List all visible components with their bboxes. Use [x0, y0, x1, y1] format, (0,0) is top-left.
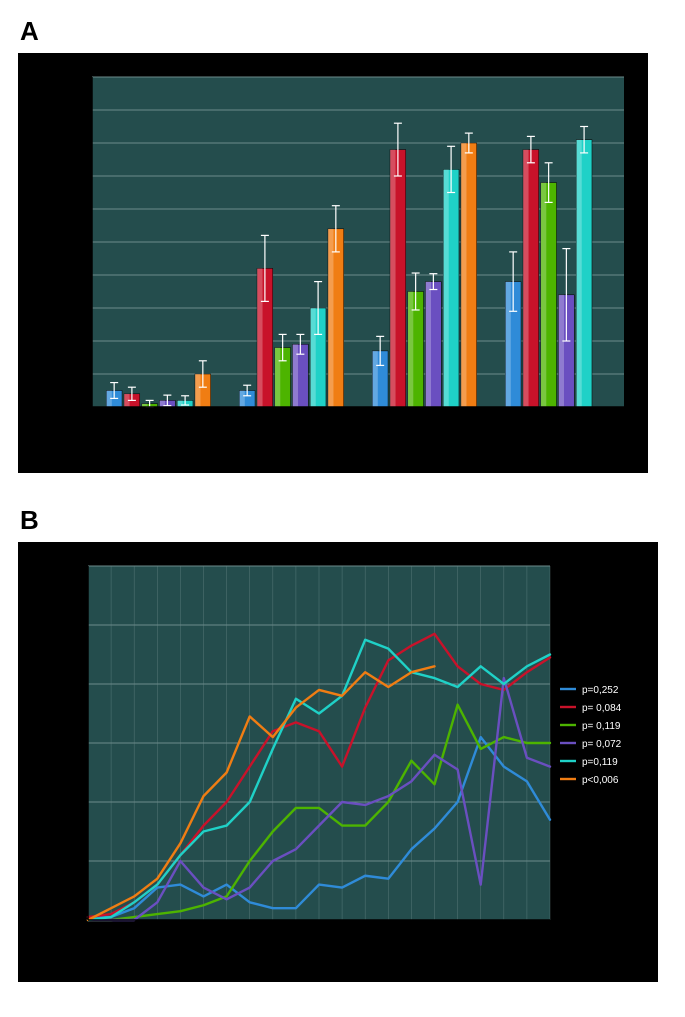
svg-text:p<0,006: p<0,006: [582, 775, 619, 786]
svg-text:Number of step sequences (mean: Number of step sequences (mean): [35, 127, 52, 358]
svg-text:100: 100: [58, 853, 80, 868]
chart-a: 0 50 100 150 200 250 300 350 400 450 500 1 2 3 4 Postop…: [30, 67, 636, 463]
svg-text:300: 300: [58, 735, 80, 750]
svg-text:2: 2: [288, 415, 295, 430]
svg-text:350: 350: [62, 168, 84, 183]
svg-text:500: 500: [62, 69, 84, 84]
svg-text:200: 200: [58, 794, 80, 809]
svg-text:250: 250: [62, 234, 84, 249]
svg-text:3: 3: [421, 415, 428, 430]
panel-b-label: B: [20, 505, 667, 536]
svg-text:400: 400: [62, 135, 84, 150]
svg-text:5: 5: [177, 928, 184, 943]
svg-text:15: 15: [404, 928, 418, 943]
svg-text:600: 600: [58, 558, 80, 573]
svg-text:4: 4: [554, 415, 561, 430]
chart-b-frame: 010020030040050060015101520Postoperative…: [18, 542, 658, 982]
chart-a-frame: 0 50 100 150 200 250 300 350 400 450 500 1 2 3 4 Postop…: [18, 53, 648, 473]
svg-text:200: 200: [62, 267, 84, 282]
svg-text:Postoperative training (days): Postoperative training (days): [224, 953, 415, 970]
svg-text:0: 0: [77, 399, 84, 414]
svg-text:300: 300: [62, 201, 84, 216]
svg-text:p= 0,084: p= 0,084: [582, 703, 622, 714]
svg-text:20: 20: [520, 928, 534, 943]
svg-text:p=0,119: p=0,119: [582, 757, 618, 768]
svg-text:0: 0: [73, 912, 80, 927]
panel-a-label: A: [20, 16, 667, 47]
svg-text:50: 50: [70, 366, 84, 381]
svg-text:Number of step sequences: Number of step sequences: [35, 653, 52, 832]
svg-text:100: 100: [62, 333, 84, 348]
svg-text:500: 500: [58, 617, 80, 632]
svg-text:Postoperative training (weeks): Postoperative training (weeks): [257, 442, 459, 459]
chart-b: 010020030040050060015101520Postoperative…: [30, 556, 646, 972]
svg-text:400: 400: [58, 676, 80, 691]
svg-text:1: 1: [84, 928, 91, 943]
svg-text:150: 150: [62, 300, 84, 315]
svg-text:p= 0,072: p= 0,072: [582, 739, 622, 750]
svg-text:p=0,252: p=0,252: [582, 685, 619, 696]
svg-text:p= 0,119: p= 0,119: [582, 721, 621, 732]
svg-text:450: 450: [62, 102, 84, 117]
svg-text:10: 10: [289, 928, 303, 943]
svg-text:1: 1: [155, 415, 162, 430]
